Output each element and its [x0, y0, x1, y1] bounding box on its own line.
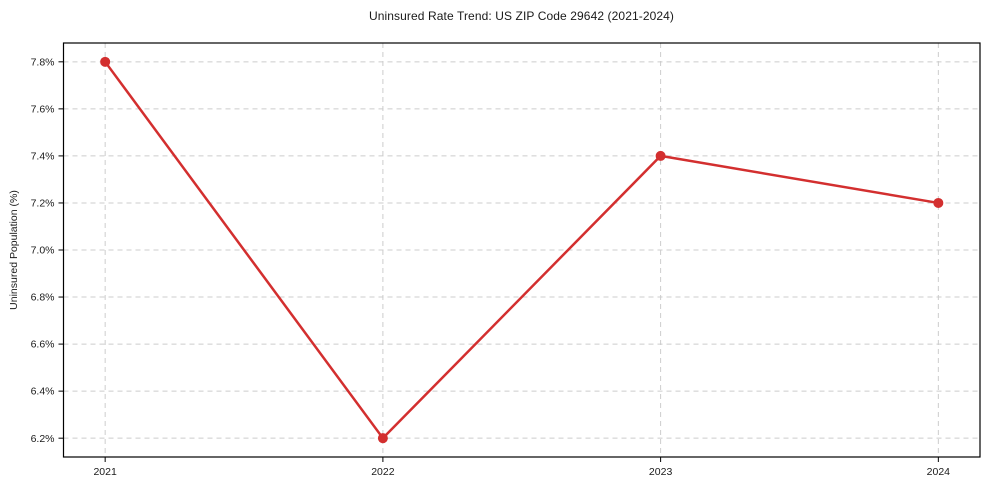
y-tick-label: 7.8%	[31, 56, 55, 68]
data-point	[655, 150, 666, 161]
x-tick-label: 2023	[649, 466, 673, 478]
data-point	[377, 433, 388, 444]
data-point	[100, 56, 111, 67]
y-tick-label: 7.6%	[31, 103, 55, 115]
y-tick-label: 6.6%	[31, 339, 55, 351]
data-point	[933, 197, 944, 208]
y-tick-label: 6.4%	[31, 386, 55, 398]
x-tick-label: 2021	[93, 466, 117, 478]
trend-line	[103, 60, 940, 440]
chart-title: Uninsured Rate Trend: US ZIP Code 29642 …	[368, 9, 675, 23]
x-tick-label: 2022	[371, 466, 395, 478]
y-tick-label: 6.2%	[31, 433, 55, 445]
x-tick-label: 2024	[927, 466, 951, 478]
axes-frame	[62, 42, 981, 458]
y-tick-label: 7.4%	[31, 150, 55, 162]
y-tick-label: 7.0%	[31, 245, 55, 257]
y-tick-label: 7.2%	[31, 198, 55, 210]
y-tick-label: 6.8%	[31, 292, 55, 304]
